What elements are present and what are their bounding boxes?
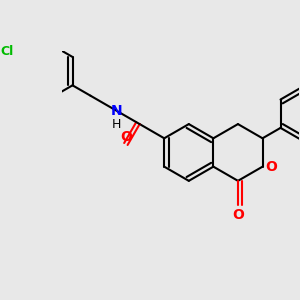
Text: O: O (266, 160, 278, 174)
Text: O: O (120, 130, 132, 144)
Text: Cl: Cl (1, 45, 14, 58)
Text: H: H (112, 118, 121, 131)
Text: O: O (232, 208, 244, 222)
Text: N: N (110, 104, 122, 118)
